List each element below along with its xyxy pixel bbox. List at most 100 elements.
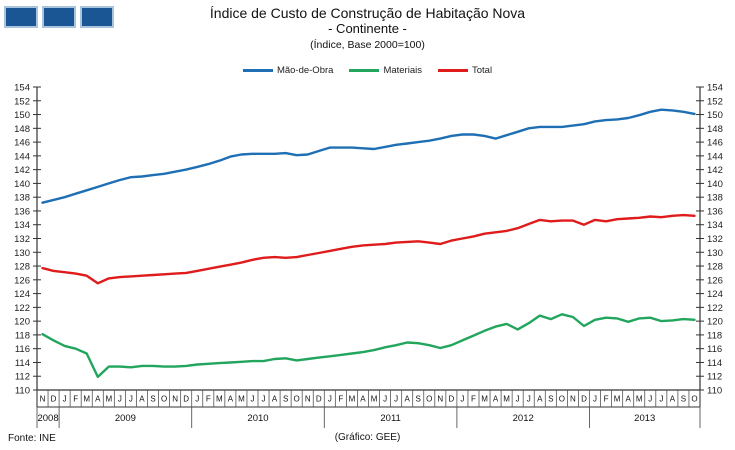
series-line-total	[41, 213, 696, 285]
y-tick-label-right: 120	[707, 317, 723, 328]
month-label: A	[626, 395, 632, 404]
month-label: F	[471, 395, 476, 404]
month-label: M	[481, 395, 488, 404]
y-tick-label-left: 140	[14, 179, 30, 190]
month-label: A	[139, 395, 145, 404]
month-label: J	[593, 395, 597, 404]
month-label: M	[636, 395, 643, 404]
y-tick-label-right: 110	[707, 386, 722, 397]
title-block: Índice de Custo de Construção de Habitaç…	[0, 5, 735, 51]
month-label: M	[105, 395, 112, 404]
axes	[36, 87, 701, 408]
month-label: D	[183, 395, 189, 404]
month-label: O	[161, 395, 167, 404]
y-tick-label-left: 110	[15, 386, 30, 397]
month-label: J	[516, 395, 520, 404]
month-label: S	[416, 395, 421, 404]
month-label: A	[228, 395, 234, 404]
y-tick-label-left: 126	[14, 275, 30, 286]
y-tick-label-right: 154	[707, 83, 723, 94]
month-label: O	[559, 395, 565, 404]
y-tick-label-left: 120	[14, 317, 30, 328]
y-tick-label-right: 128	[707, 262, 723, 273]
logo-square-icon	[42, 6, 76, 28]
y-tick-label-left: 142	[14, 165, 30, 176]
month-label: N	[172, 395, 178, 404]
y-tick-label-left: 114	[15, 358, 30, 369]
y-tick-label-left: 128	[14, 262, 30, 273]
month-label: N	[437, 395, 443, 404]
y-tick-label-right: 112	[707, 372, 722, 383]
logo	[4, 6, 114, 28]
month-label: J	[195, 395, 199, 404]
y-tick-label-left: 138	[14, 193, 30, 204]
month-label: M	[216, 395, 223, 404]
y-tick-label-left: 124	[14, 289, 30, 300]
y-tick-label-right: 130	[707, 248, 723, 259]
year-label: 2011	[380, 413, 400, 424]
y-tick-label-left: 150	[14, 110, 30, 121]
month-label: N	[305, 395, 311, 404]
line-swatch-icon	[437, 69, 468, 72]
legend-item-total: Total	[437, 65, 493, 76]
month-label: J	[250, 395, 254, 404]
month-label: F	[73, 395, 78, 404]
y-tick-label-right: 146	[707, 138, 723, 149]
month-label: F	[338, 395, 343, 404]
y-tick-label-right: 124	[707, 289, 723, 300]
month-label: A	[405, 395, 411, 404]
month-label: M	[614, 395, 621, 404]
x-axis-years: 2008 2009 2010 2011 2012 2013	[36, 407, 701, 428]
series-line-materiais	[41, 313, 696, 379]
y-tick-label-left: 132	[14, 234, 30, 245]
month-label: M	[371, 395, 378, 404]
month-label: J	[394, 395, 398, 404]
y-tick-label-left: 122	[14, 303, 30, 314]
credit-note: (Gráfico: GEE)	[334, 432, 401, 443]
y-tick-label-left: 116	[15, 344, 30, 355]
y-tick-label-left: 146	[14, 138, 30, 149]
legend-item-mao-de-obra: Mão-de-Obra	[242, 65, 334, 76]
y-tick-label-right: 122	[707, 303, 723, 314]
month-label: A	[670, 395, 676, 404]
year-label: 2008	[37, 413, 58, 424]
y-tick-label-left: 112	[15, 372, 30, 383]
legend-item-materiais: Materiais	[349, 65, 422, 76]
y-tick-label-left: 148	[14, 124, 30, 135]
month-label: S	[283, 395, 288, 404]
month-label: A	[360, 395, 366, 404]
month-label: M	[503, 395, 510, 404]
y-tick-label-right: 136	[707, 206, 723, 217]
line-swatch-icon	[242, 69, 273, 72]
y-axis-ticks: 110 110 112 112 114 114 116 116 118 118 120 120 122 1…	[14, 83, 723, 397]
y-tick-label-right: 152	[707, 96, 723, 107]
month-label: O	[294, 395, 300, 404]
y-tick-label-right: 134	[707, 220, 723, 231]
legend-label: Total	[471, 65, 493, 76]
month-label: M	[83, 395, 90, 404]
y-tick-label-left: 136	[14, 206, 30, 217]
y-tick-label-left: 144	[14, 151, 30, 162]
month-label: J	[460, 395, 464, 404]
month-label: F	[604, 395, 609, 404]
month-label: O	[426, 395, 432, 404]
y-tick-label-right: 148	[707, 124, 723, 135]
month-label: D	[581, 395, 587, 404]
y-tick-label-left: 134	[14, 220, 30, 231]
month-label: O	[691, 395, 697, 404]
chart-note: (Índice, Base 2000=100)	[310, 39, 425, 52]
y-tick-label-right: 116	[707, 344, 722, 355]
y-tick-label-right: 144	[707, 151, 723, 162]
logo-square-icon	[4, 6, 38, 28]
month-label: M	[238, 395, 245, 404]
logo-square-icon	[80, 6, 114, 28]
month-label: J	[383, 395, 387, 404]
month-label: S	[548, 395, 553, 404]
legend-label: Mão-de-Obra	[276, 65, 334, 76]
chart-title: Índice de Custo de Construção de Habitaç…	[209, 5, 526, 21]
y-tick-label-right: 142	[707, 165, 723, 176]
month-label: A	[537, 395, 543, 404]
y-tick-label-right: 126	[707, 275, 723, 286]
month-label: D	[448, 395, 454, 404]
